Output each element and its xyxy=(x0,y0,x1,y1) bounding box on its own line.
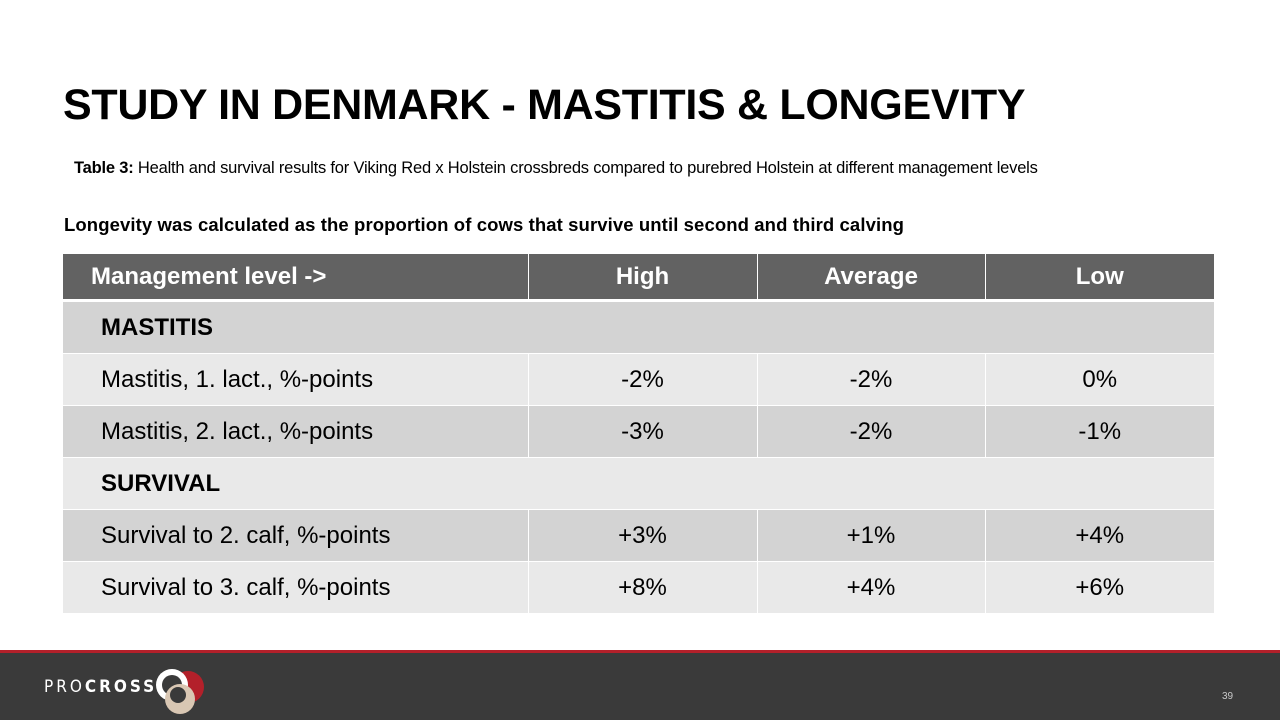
cell-low: 0% xyxy=(985,353,1214,406)
cell-high: -3% xyxy=(528,405,758,458)
results-table: Management level -> High Average Low MAS… xyxy=(63,254,1214,614)
cell-high: -2% xyxy=(528,353,758,406)
header-high: High xyxy=(528,254,758,302)
cell-low: +6% xyxy=(985,561,1214,614)
cell-average: +1% xyxy=(757,509,986,562)
cell-low: +4% xyxy=(985,509,1214,562)
slide-title: STUDY IN DENMARK - MASTITIS & LONGEVITY xyxy=(63,81,1026,129)
caption-label: Table 3: xyxy=(74,159,134,177)
longevity-note: Longevity was calculated as the proporti… xyxy=(64,214,904,235)
header-low: Low xyxy=(985,254,1214,302)
cell-average: -2% xyxy=(757,405,986,458)
row-label: Survival to 3. calf, %-points xyxy=(63,561,529,614)
procross-wordmark: PROCROSS xyxy=(44,677,158,697)
table-caption: Table 3: Health and survival results for… xyxy=(74,157,1038,179)
row-label: Mastitis, 1. lact., %-points xyxy=(63,353,529,406)
table-row: Mastitis, 1. lact., %-points -2% -2% 0% xyxy=(63,353,1214,406)
section-label: SURVIVAL xyxy=(63,457,1214,510)
cell-low: -1% xyxy=(985,405,1214,458)
page-number: 39 xyxy=(1222,691,1234,702)
table-row: Survival to 2. calf, %-points +3% +1% +4… xyxy=(63,509,1214,562)
footer-bar: PROCROSS 39 xyxy=(0,650,1280,720)
cell-average: -2% xyxy=(757,353,986,406)
procross-logo-icon xyxy=(156,669,204,714)
cell-high: +3% xyxy=(528,509,758,562)
table-header-row: Management level -> High Average Low xyxy=(63,254,1214,302)
section-row-mastitis: MASTITIS xyxy=(63,300,1214,354)
table-row: Mastitis, 2. lact., %-points -3% -2% -1% xyxy=(63,405,1214,458)
caption-text: Health and survival results for Viking R… xyxy=(133,159,1038,177)
cell-high: +8% xyxy=(528,561,758,614)
row-label: Mastitis, 2. lact., %-points xyxy=(63,405,529,458)
cell-average: +4% xyxy=(757,561,986,614)
header-average: Average xyxy=(757,254,986,302)
section-label: MASTITIS xyxy=(63,300,1214,354)
row-label: Survival to 2. calf, %-points xyxy=(63,509,529,562)
header-management-level: Management level -> xyxy=(63,254,529,302)
table-row: Survival to 3. calf, %-points +8% +4% +6… xyxy=(63,561,1214,614)
section-row-survival: SURVIVAL xyxy=(63,457,1214,510)
